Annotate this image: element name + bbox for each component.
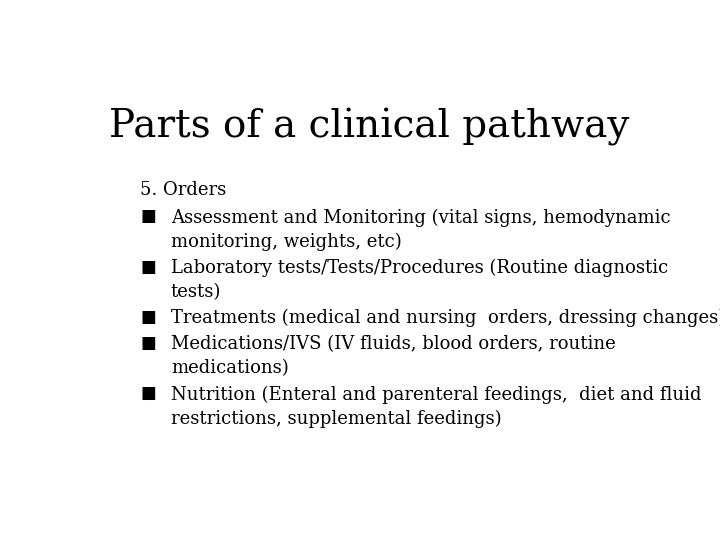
Text: ■: ■ (140, 335, 156, 352)
Text: ■: ■ (140, 259, 156, 275)
Text: restrictions, supplemental feedings): restrictions, supplemental feedings) (171, 409, 502, 428)
Text: tests): tests) (171, 282, 221, 301)
Text: ■: ■ (140, 208, 156, 225)
Text: ■: ■ (140, 309, 156, 326)
Text: Medications/IVS (IV fluids, blood orders, routine: Medications/IVS (IV fluids, blood orders… (171, 335, 616, 353)
Text: monitoring, weights, etc): monitoring, weights, etc) (171, 232, 402, 251)
Text: ■: ■ (140, 386, 156, 402)
Text: 5. Orders: 5. Orders (140, 181, 227, 199)
Text: medications): medications) (171, 359, 289, 377)
Text: Parts of a clinical pathway: Parts of a clinical pathway (109, 109, 629, 146)
Text: Nutrition (Enteral and parenteral feedings,  diet and fluid: Nutrition (Enteral and parenteral feedin… (171, 386, 701, 403)
Text: Treatments (medical and nursing  orders, dressing changes): Treatments (medical and nursing orders, … (171, 309, 720, 327)
Text: Assessment and Monitoring (vital signs, hemodynamic: Assessment and Monitoring (vital signs, … (171, 208, 670, 226)
Text: Laboratory tests/Tests/Procedures (Routine diagnostic: Laboratory tests/Tests/Procedures (Routi… (171, 259, 668, 277)
